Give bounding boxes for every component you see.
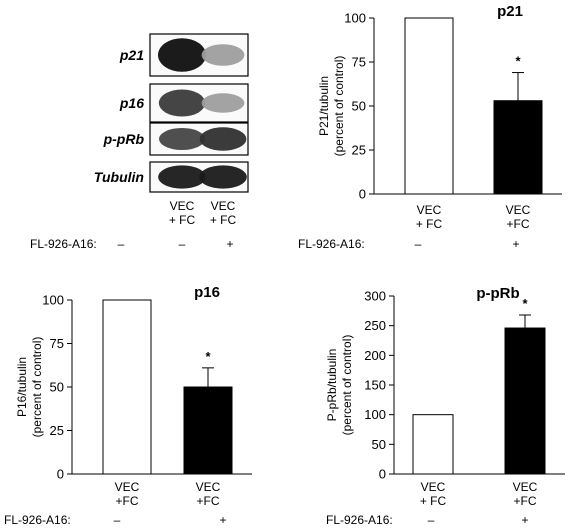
blot-row-label: p21 (119, 47, 144, 63)
bar (412, 414, 454, 475)
blot-band (199, 165, 247, 189)
x-category-label: VEC + FC (416, 203, 443, 231)
treatment-label: FL-926-A16: (4, 513, 71, 527)
y-tick-label: 0 (379, 467, 386, 482)
x-category-label: VEC +FC (513, 480, 538, 508)
treatment-value: + (219, 513, 226, 527)
y-tick-label: 75 (50, 336, 64, 351)
chart-title: p16 (194, 284, 220, 301)
x-category-label: VEC +FC (115, 480, 140, 508)
y-tick-label: 250 (364, 318, 386, 333)
blot-row-label: p16 (119, 95, 144, 111)
y-axis-title: P16/tubulin(percent of control) (15, 337, 44, 438)
x-category-label: VEC +FC (196, 480, 221, 508)
y-tick-label: 150 (364, 378, 386, 393)
blot-treatment-value: + (226, 237, 233, 251)
y-tick-label: 50 (50, 380, 64, 395)
blot-band (158, 38, 206, 72)
treatment-value: + (512, 237, 519, 251)
blot-treatment-label: FL-926-A16: (30, 237, 97, 251)
y-tick-label: 0 (57, 467, 64, 482)
y-tick-label: 100 (344, 11, 366, 26)
y-tick-label: 25 (50, 423, 64, 438)
bar-chart: 0 25 50 75 100 p21 P21/tubulin(percent of cont… (298, 3, 562, 251)
blot-treatment-value: – (179, 237, 186, 251)
x-category-label: VEC + FC (420, 480, 447, 508)
blot-row-label: Tubulin (94, 169, 144, 185)
significance-marker: * (522, 296, 528, 311)
blot-treatment-value: – (118, 237, 125, 251)
significance-marker: * (515, 54, 521, 69)
y-axis-title: P21/tubulin(percent of control) (317, 56, 346, 157)
blot-lane-label: VEC + FC (169, 199, 196, 227)
y-tick-label: 75 (352, 55, 366, 70)
blot-band (201, 44, 245, 66)
y-tick-label: 100 (42, 293, 64, 308)
bar-chart: 0 25 50 75 100 p16 P16/tubulin(percent of cont… (4, 284, 252, 527)
y-tick-label: 300 (364, 289, 386, 304)
blot-band (158, 89, 206, 117)
y-tick-label: 0 (359, 187, 366, 202)
bar-chart: 0 50 100 150 200 250 300 p-pRb P-pRb/tubulin(per… (325, 285, 565, 527)
bar (404, 17, 454, 195)
blot-band (201, 93, 245, 113)
blot-row-label: p-pRb (103, 131, 145, 147)
blot-band (158, 165, 206, 189)
blot-band (159, 127, 205, 151)
y-tick-label: 25 (352, 143, 366, 158)
y-tick-label: 50 (352, 99, 366, 114)
treatment-label: FL-926-A16: (298, 237, 365, 251)
significance-marker: * (205, 349, 211, 364)
y-tick-label: 200 (364, 348, 386, 363)
bar (504, 327, 546, 475)
y-tick-label: 50 (372, 437, 386, 452)
treatment-value: – (428, 513, 435, 527)
blot-lane-label: VEC + FC (210, 199, 237, 227)
treatment-value: + (521, 513, 528, 527)
treatment-value: – (415, 237, 422, 251)
treatment-label: FL-926-A16: (326, 513, 393, 527)
x-category-label: VEC +FC (506, 203, 531, 231)
bar (493, 100, 543, 195)
y-tick-label: 100 (364, 407, 386, 422)
bar (102, 299, 152, 475)
bar (183, 386, 233, 475)
blot-band (199, 127, 247, 151)
treatment-value: – (114, 513, 121, 527)
chart-title: p21 (497, 3, 523, 20)
y-axis-title: P-pRb/tubulin(percent of control) (325, 335, 354, 436)
chart-title: p-pRb (476, 285, 519, 302)
western-blot-panel: p21 p16 p-pRb Tubulin VEC + FC VEC + FC FL-926-A… (30, 33, 249, 251)
